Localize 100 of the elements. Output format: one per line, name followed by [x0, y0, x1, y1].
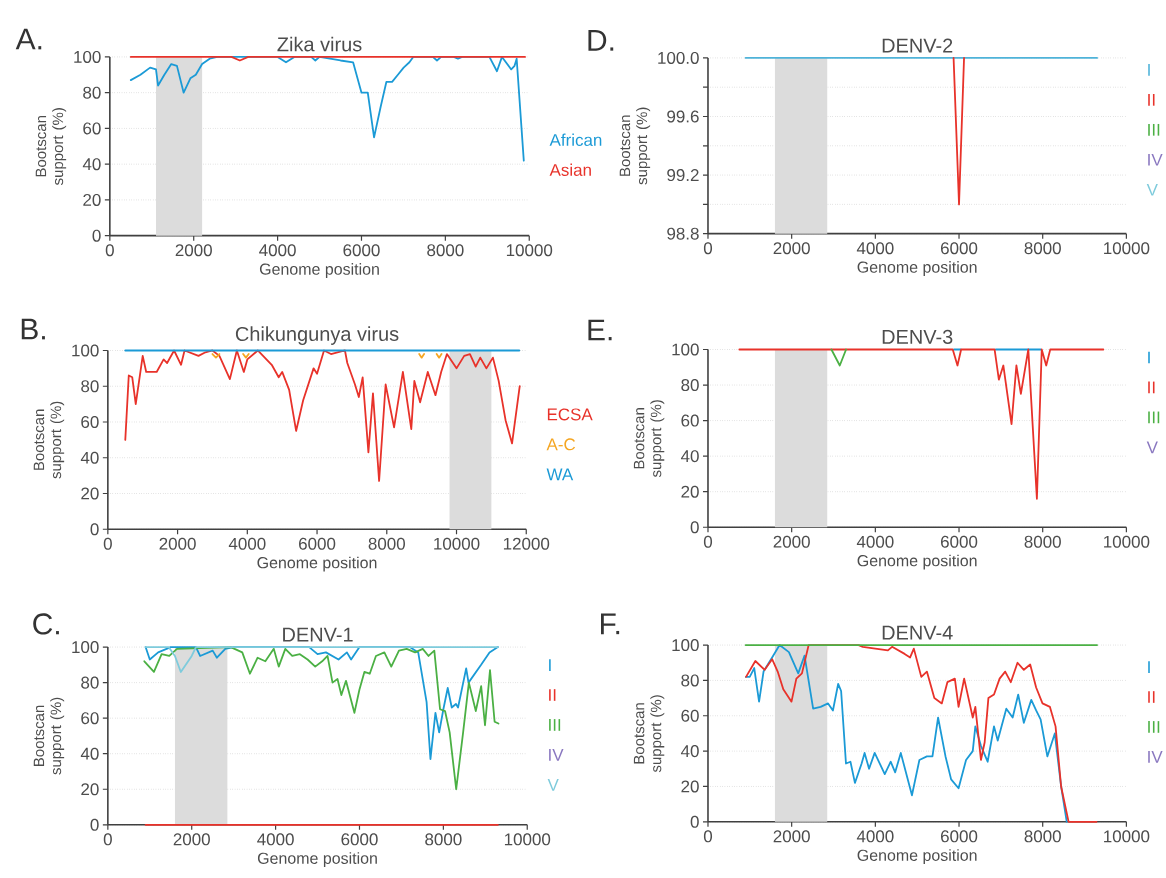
x-tick-label: 6000 — [343, 244, 380, 257]
chart-title: DENV-1 — [283, 627, 353, 642]
y-tick-label: 20 — [81, 487, 99, 500]
y-tick-label: 100 — [72, 344, 99, 357]
y-tick-label: 80 — [83, 86, 101, 99]
x-tick-label: 10000 — [1104, 535, 1150, 548]
y-tick-label: 100 — [672, 639, 699, 652]
legend-label: III — [1148, 124, 1160, 136]
x-tick-label: 6000 — [299, 537, 336, 550]
line-series — [143, 646, 500, 791]
y-tick-label: 0 — [90, 523, 99, 536]
y-tick-label: 40 — [80, 451, 99, 464]
series-label: African — [549, 133, 602, 147]
y-axis-title: Bootscan support (%) — [33, 697, 65, 775]
x-tick-label: 8000 — [1024, 830, 1061, 843]
legend-label: IV — [1148, 154, 1163, 166]
y-tick-label: 0 — [92, 229, 101, 242]
text: D. — [588, 30, 614, 51]
y-tick-label: 40 — [82, 158, 101, 171]
x-tick-label: 2000 — [773, 242, 810, 255]
y-tick-label: 100 — [72, 641, 99, 654]
y-tick-label: 99.2 — [667, 169, 699, 182]
text: I — [1148, 351, 1150, 364]
x-tick-label: 8000 — [425, 833, 462, 846]
x-tick-label: 0 — [703, 242, 713, 255]
x-tick-label: 8000 — [427, 244, 464, 257]
y-axis-title: Bootscan support (%) — [35, 108, 67, 186]
x-tick-label: 4000 — [856, 535, 894, 548]
y-axis-title: Bootscan support (%) — [633, 400, 665, 478]
x-tick-label: 10000 — [434, 537, 480, 550]
x-axis-title: Genome position — [257, 556, 377, 572]
x-tick-label: 2000 — [175, 244, 212, 257]
x-tick-label: 6000 — [341, 833, 378, 846]
text: II — [1148, 94, 1155, 106]
y-tick-label: 40 — [80, 747, 99, 760]
y-tick-label: 0 — [690, 521, 699, 534]
x-tick-label: 2000 — [773, 830, 810, 843]
x-axis-title: Genome position — [857, 261, 977, 277]
legend-label: IV — [549, 749, 564, 761]
x-tick-label: 4000 — [856, 830, 894, 843]
x-tick-label: 0 — [103, 833, 112, 846]
text: I — [549, 659, 551, 671]
x-tick-label: 4000 — [228, 537, 266, 550]
x-tick-label: 6000 — [941, 535, 978, 548]
x-tick-label: 0 — [103, 537, 112, 550]
text: II — [549, 689, 556, 701]
y-tick-label: 40 — [680, 450, 699, 463]
text: III — [1148, 721, 1160, 733]
x-tick-label: 4000 — [856, 242, 894, 255]
y-axis-title: Bootscan support (%) — [619, 107, 651, 185]
text: E. — [588, 319, 612, 341]
text: I — [1148, 661, 1150, 673]
x-tick-label: 4000 — [257, 833, 294, 846]
x-tick-label: 0 — [703, 535, 713, 548]
x-tick-label: 0 — [703, 830, 713, 843]
y-tick-label: 99.6 — [667, 110, 699, 123]
chart-title: Chikungunya virus — [235, 326, 399, 346]
y-tick-label: 60 — [83, 122, 101, 135]
y-tick-label: 100 — [74, 51, 101, 64]
legend-label: V — [1146, 441, 1158, 454]
text: V — [547, 779, 559, 791]
text: F. — [601, 613, 620, 635]
chart-title: DENV-4 — [882, 625, 953, 640]
x-tick-label: 6000 — [941, 242, 978, 255]
x-tick-label: 0 — [105, 244, 114, 257]
y-tick-label: 98.8 — [667, 227, 699, 240]
chart-title: Zika virus — [277, 36, 362, 52]
y-axis-title: Bootscan support (%) — [33, 401, 65, 479]
line-series — [124, 349, 521, 482]
x-tick-label: 2000 — [773, 535, 810, 548]
x-axis-title: Genome position — [259, 263, 379, 279]
y-tick-label: 20 — [83, 194, 101, 207]
y-tick-label: 80 — [681, 379, 699, 392]
y-tick-label: 20 — [681, 485, 699, 498]
y-tick-label: 0 — [690, 815, 699, 828]
text: II — [1148, 691, 1155, 703]
x-tick-label: 10000 — [1104, 242, 1150, 255]
text: A. — [15, 28, 42, 50]
y-tick-label: 40 — [680, 745, 699, 758]
line-series — [738, 348, 1105, 500]
y-tick-label: 80 — [681, 674, 699, 687]
text: WA — [546, 468, 574, 481]
series-label: ECSA — [547, 408, 593, 421]
x-tick-label: 8000 — [1024, 242, 1061, 255]
y-tick-label: 60 — [81, 416, 99, 429]
x-axis-title: Genome position — [857, 554, 977, 570]
chart-title: DENV-2 — [882, 38, 953, 53]
text: III — [1148, 411, 1160, 424]
chart-title: DENV-3 — [882, 329, 953, 345]
y-tick-label: 80 — [81, 380, 99, 393]
y-tick-label: 20 — [81, 783, 99, 796]
x-tick-label: 2000 — [159, 537, 196, 550]
text: Asian — [549, 163, 591, 177]
y-tick-label: 60 — [81, 712, 99, 725]
x-tick-label: 2000 — [173, 833, 210, 846]
x-tick-label: 8000 — [368, 537, 405, 550]
x-tick-label: 10000 — [1104, 830, 1150, 843]
y-axis-title: Bootscan support (%) — [633, 695, 665, 773]
text: II — [1148, 381, 1155, 394]
x-tick-label: 10000 — [504, 833, 551, 846]
